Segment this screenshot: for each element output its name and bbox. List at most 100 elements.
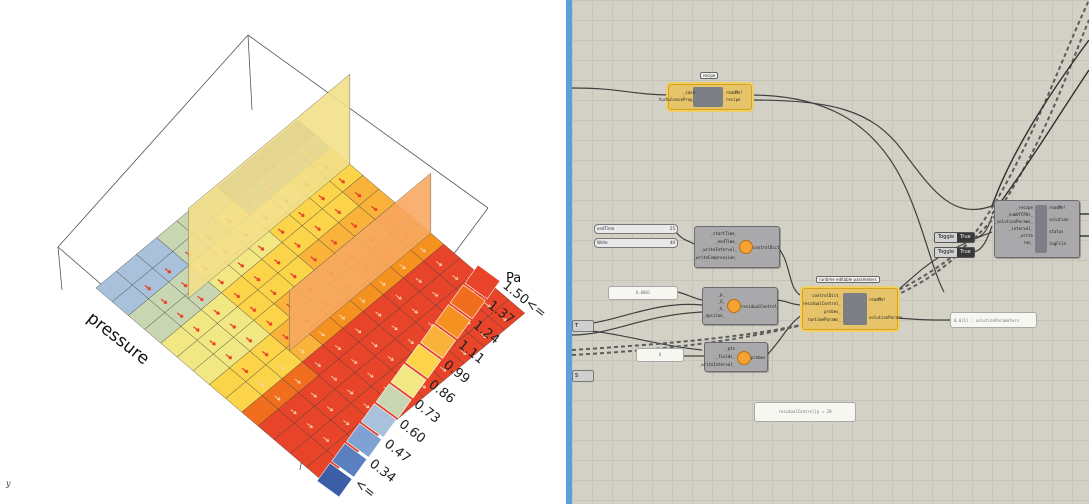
legend-label: 0.73 (411, 397, 443, 427)
output-recipe[interactable]: recipe (726, 97, 741, 102)
input-turbulence[interactable]: turbulenceProp_ (658, 97, 695, 102)
input-u[interactable]: _U_ (717, 299, 725, 304)
wire (572, 87, 673, 96)
obstacle-fins (188, 73, 432, 352)
velocity-arrow (440, 366, 447, 372)
velocity-arrow (371, 342, 378, 348)
output-solution[interactable]: solution (1049, 217, 1069, 222)
input-recipe[interactable]: _recipe (1016, 205, 1033, 210)
input-pts[interactable]: _pts (725, 346, 735, 351)
velocity-arrow (261, 350, 269, 357)
grasshopper-canvas[interactable]: recipe _case turbulenceProp_ readMe! rec… (572, 0, 1089, 504)
3d-viewport[interactable]: 1.50<= 1.37 1.24 1.11 0.99 0.86 0.73 0.60 0.47 0.… (0, 0, 566, 504)
residualcontrol-knob-icon (727, 299, 741, 313)
velocity-arrow (213, 309, 220, 315)
wire (749, 94, 945, 293)
input-runtimeparams[interactable]: runtimeParams_ (807, 317, 841, 322)
panel-probes-value[interactable]: 0 (636, 348, 684, 362)
wire (765, 314, 803, 357)
output-status[interactable]: status (1049, 229, 1064, 234)
velocity-arrow (338, 314, 346, 320)
velocity-arrow (310, 392, 317, 398)
corner-axis-mark: y (5, 479, 11, 488)
velocity-arrow (419, 247, 426, 253)
recipe-component[interactable]: _case turbulenceProp_ readMe! recipe (659, 84, 752, 110)
velocity-arrow (330, 375, 338, 381)
toggle-run[interactable]: Toggle True (934, 247, 975, 258)
input-run[interactable]: run_ (1023, 240, 1033, 245)
velocity-arrow (334, 208, 342, 215)
param-t[interactable]: T (572, 320, 594, 332)
param-t-label: T (575, 323, 579, 329)
input-endtime[interactable]: _endTime_ (715, 239, 737, 244)
residualcontrol-title: residualControl (741, 304, 778, 309)
panel-residual-p[interactable]: residualControl|p = 20 (754, 402, 856, 422)
input-numofcpus[interactable]: _numOfCPUs_ (1006, 212, 1034, 217)
legend-label: 0.60 (396, 417, 428, 447)
wire (991, 39, 1089, 207)
runtime-parameters-component[interactable]: controlDict_ residualControl_ probes_ ru… (802, 288, 903, 330)
velocity-arrow (355, 328, 362, 334)
input-starttime[interactable]: _startTime_ (710, 231, 738, 236)
solution-component[interactable]: _recipe _numOfCPUs_ _solutionParams_ _in… (994, 200, 1080, 258)
velocity-arrow (435, 261, 443, 267)
velocity-arrow (318, 194, 325, 201)
velocity-arrow (379, 280, 386, 286)
toggle-run-label: Toggle (935, 248, 958, 257)
input-interval[interactable]: _interval_ (1008, 226, 1033, 231)
velocity-arrow (233, 292, 241, 299)
input-epsilon[interactable]: _epsilon_ (703, 313, 725, 318)
velocity-arrow (144, 284, 152, 291)
velocity-arrow (411, 308, 418, 314)
input-writeinterval-probes[interactable]: _writeInterval_ (698, 362, 735, 367)
residualcontrol-component[interactable]: _p_ _U_ _k_ _epsilon_ residualControl (702, 287, 778, 325)
slider-write[interactable]: Write 40 (594, 238, 678, 248)
panel-residual-value[interactable]: 0.0001 (608, 286, 678, 300)
viewport-splitter[interactable] (566, 0, 572, 504)
input-solutionparams[interactable]: _solutionParams_ (994, 219, 1033, 224)
wire (572, 311, 703, 336)
probes-component[interactable]: _pts _fields_ _writeInterval_ probes (699, 342, 768, 372)
output-readme-solution[interactable]: readMe! (1049, 205, 1066, 210)
velocity-arrow (343, 420, 350, 426)
input-probes[interactable]: probes_ (824, 309, 841, 314)
input-controldict[interactable]: controlDict_ (812, 293, 841, 298)
velocity-arrow (314, 361, 321, 367)
input-fields[interactable]: _fields_ (715, 354, 735, 359)
velocity-arrow (298, 211, 305, 218)
toggle-write[interactable]: Toggle True (934, 232, 975, 243)
velocity-arrow (277, 228, 285, 234)
output-logfile[interactable]: logFile (1049, 241, 1066, 246)
velocity-arrow (354, 191, 362, 198)
solution-core (1035, 205, 1047, 253)
input-p[interactable]: _p_ (717, 292, 725, 297)
velocity-arrow (294, 242, 301, 248)
input-case[interactable]: _case (682, 90, 695, 95)
wire (897, 317, 951, 321)
velocity-arrow (306, 423, 313, 429)
panel-solution-params[interactable]: 0.0(1) ; solutionParameters (950, 312, 1037, 328)
input-write[interactable]: _write (1018, 233, 1033, 238)
velocity-arrow (480, 333, 487, 339)
grid-cell (488, 299, 526, 331)
group-tag-recipe: recipe (700, 72, 719, 79)
input-k[interactable]: _k_ (717, 306, 725, 311)
slider-write-label: Write (597, 240, 608, 245)
input-writeinterval[interactable]: _writeInterval_ (700, 247, 737, 252)
legend-label: 0.99 (440, 358, 472, 388)
velocity-arrow (375, 311, 382, 317)
runtime-core (843, 293, 867, 325)
controldict-component[interactable]: _startTime_ _endTime_ _writeInterval_ _w… (694, 226, 780, 268)
velocity-arrow (209, 340, 216, 346)
slider-endtime[interactable]: endTime 25 (594, 224, 678, 234)
input-writecompression[interactable]: _writeCompression_ (693, 255, 737, 260)
input-residualcontrol[interactable]: residualControl_ (802, 301, 841, 306)
output-readme-runtime[interactable]: readMe! (869, 297, 886, 302)
controldict-knob-icon (739, 240, 753, 254)
output-solutionparams[interactable]: solutionParams (869, 315, 903, 320)
velocity-arrow (225, 353, 233, 360)
output-readme[interactable]: readMe! (726, 90, 743, 95)
wire (991, 69, 1089, 215)
slider-write-value: 40 (669, 240, 675, 245)
param-s[interactable]: S (572, 370, 594, 382)
